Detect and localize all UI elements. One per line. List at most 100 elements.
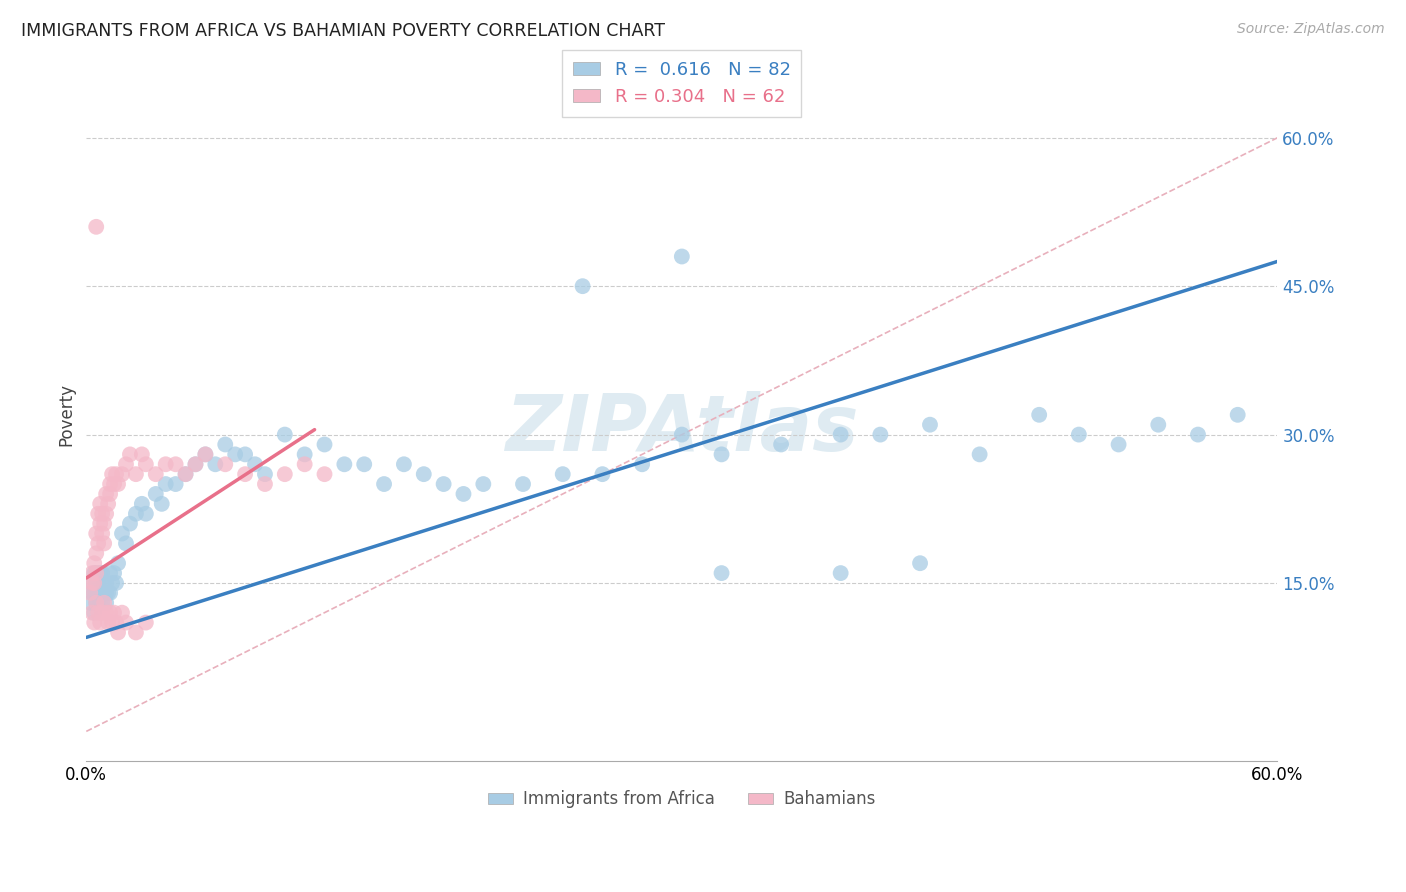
Point bbox=[97, 586, 120, 600]
Point bbox=[155, 477, 177, 491]
Point bbox=[93, 516, 115, 531]
Point bbox=[224, 447, 246, 461]
Point bbox=[253, 477, 276, 491]
Point bbox=[84, 219, 107, 234]
Point bbox=[412, 467, 434, 482]
Point bbox=[107, 477, 129, 491]
Point bbox=[135, 507, 157, 521]
Point bbox=[433, 477, 456, 491]
Point bbox=[145, 487, 167, 501]
Point bbox=[98, 566, 121, 580]
Point bbox=[214, 457, 236, 471]
Point bbox=[89, 596, 111, 610]
Point bbox=[145, 467, 167, 482]
Point bbox=[89, 615, 111, 630]
Point bbox=[98, 477, 121, 491]
Point bbox=[82, 576, 104, 591]
Point bbox=[93, 586, 115, 600]
Point bbox=[194, 447, 217, 461]
Point bbox=[243, 457, 266, 471]
Point bbox=[97, 615, 120, 630]
Point bbox=[101, 576, 124, 591]
Point bbox=[91, 566, 114, 580]
Point bbox=[194, 447, 217, 461]
Point bbox=[83, 606, 105, 620]
Point bbox=[84, 566, 107, 580]
Point bbox=[274, 427, 297, 442]
Point bbox=[512, 477, 534, 491]
Point bbox=[174, 467, 197, 482]
Point bbox=[84, 566, 107, 580]
Point bbox=[98, 586, 121, 600]
Point bbox=[87, 586, 110, 600]
Point bbox=[91, 526, 114, 541]
Point bbox=[103, 606, 125, 620]
Point bbox=[84, 546, 107, 560]
Legend: Immigrants from Africa, Bahamians: Immigrants from Africa, Bahamians bbox=[481, 784, 883, 815]
Point bbox=[184, 457, 207, 471]
Point bbox=[1147, 417, 1170, 432]
Point bbox=[710, 566, 733, 580]
Point bbox=[1187, 427, 1209, 442]
Point bbox=[94, 596, 117, 610]
Point bbox=[83, 576, 105, 591]
Point bbox=[869, 427, 891, 442]
Point bbox=[671, 427, 693, 442]
Point bbox=[83, 615, 105, 630]
Point bbox=[94, 507, 117, 521]
Point bbox=[453, 487, 475, 501]
Point bbox=[87, 507, 110, 521]
Point bbox=[314, 437, 336, 451]
Point bbox=[83, 566, 105, 580]
Point bbox=[125, 467, 148, 482]
Point bbox=[115, 536, 138, 550]
Point bbox=[214, 437, 236, 451]
Point bbox=[631, 457, 654, 471]
Point bbox=[150, 497, 173, 511]
Point bbox=[125, 507, 148, 521]
Point bbox=[82, 566, 104, 580]
Point bbox=[591, 467, 613, 482]
Point bbox=[155, 457, 177, 471]
Point bbox=[830, 566, 852, 580]
Point bbox=[79, 586, 101, 600]
Point bbox=[830, 427, 852, 442]
Point bbox=[274, 467, 297, 482]
Text: IMMIGRANTS FROM AFRICA VS BAHAMIAN POVERTY CORRELATION CHART: IMMIGRANTS FROM AFRICA VS BAHAMIAN POVER… bbox=[21, 22, 665, 40]
Point bbox=[135, 457, 157, 471]
Point bbox=[174, 467, 197, 482]
Point bbox=[91, 507, 114, 521]
Point bbox=[84, 586, 107, 600]
Point bbox=[551, 467, 574, 482]
Point bbox=[79, 596, 101, 610]
Point bbox=[111, 467, 134, 482]
Point bbox=[84, 526, 107, 541]
Point bbox=[111, 526, 134, 541]
Point bbox=[83, 556, 105, 570]
Point bbox=[1226, 408, 1249, 422]
Point bbox=[94, 576, 117, 591]
Point bbox=[93, 576, 115, 591]
Point bbox=[91, 606, 114, 620]
Point bbox=[93, 596, 115, 610]
Point bbox=[571, 279, 593, 293]
Point bbox=[333, 457, 356, 471]
Point bbox=[294, 457, 316, 471]
Point bbox=[98, 487, 121, 501]
Point bbox=[125, 625, 148, 640]
Point bbox=[105, 467, 128, 482]
Point bbox=[918, 417, 941, 432]
Point bbox=[87, 596, 110, 610]
Point bbox=[82, 586, 104, 600]
Point bbox=[671, 250, 693, 264]
Point bbox=[98, 606, 121, 620]
Point bbox=[94, 487, 117, 501]
Point bbox=[373, 477, 395, 491]
Point bbox=[131, 447, 153, 461]
Point bbox=[83, 586, 105, 600]
Point bbox=[165, 457, 187, 471]
Point bbox=[135, 615, 157, 630]
Point bbox=[118, 516, 141, 531]
Point bbox=[233, 447, 256, 461]
Point bbox=[115, 457, 138, 471]
